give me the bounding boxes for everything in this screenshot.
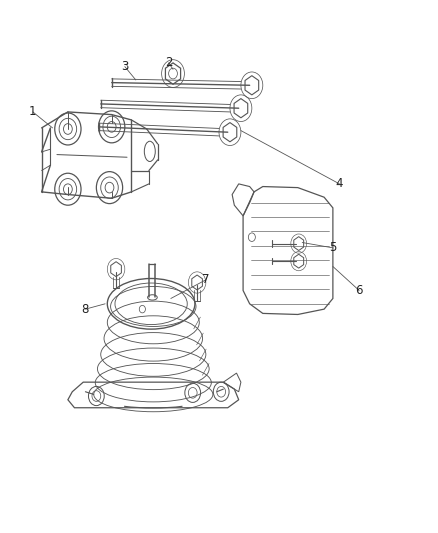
- Text: 8: 8: [82, 303, 89, 316]
- Text: 2: 2: [165, 56, 173, 69]
- Text: 3: 3: [121, 60, 128, 73]
- Text: 6: 6: [355, 284, 363, 297]
- Text: 4: 4: [336, 177, 343, 190]
- Text: 7: 7: [202, 273, 210, 286]
- Text: 1: 1: [29, 106, 37, 118]
- Text: 5: 5: [329, 241, 336, 254]
